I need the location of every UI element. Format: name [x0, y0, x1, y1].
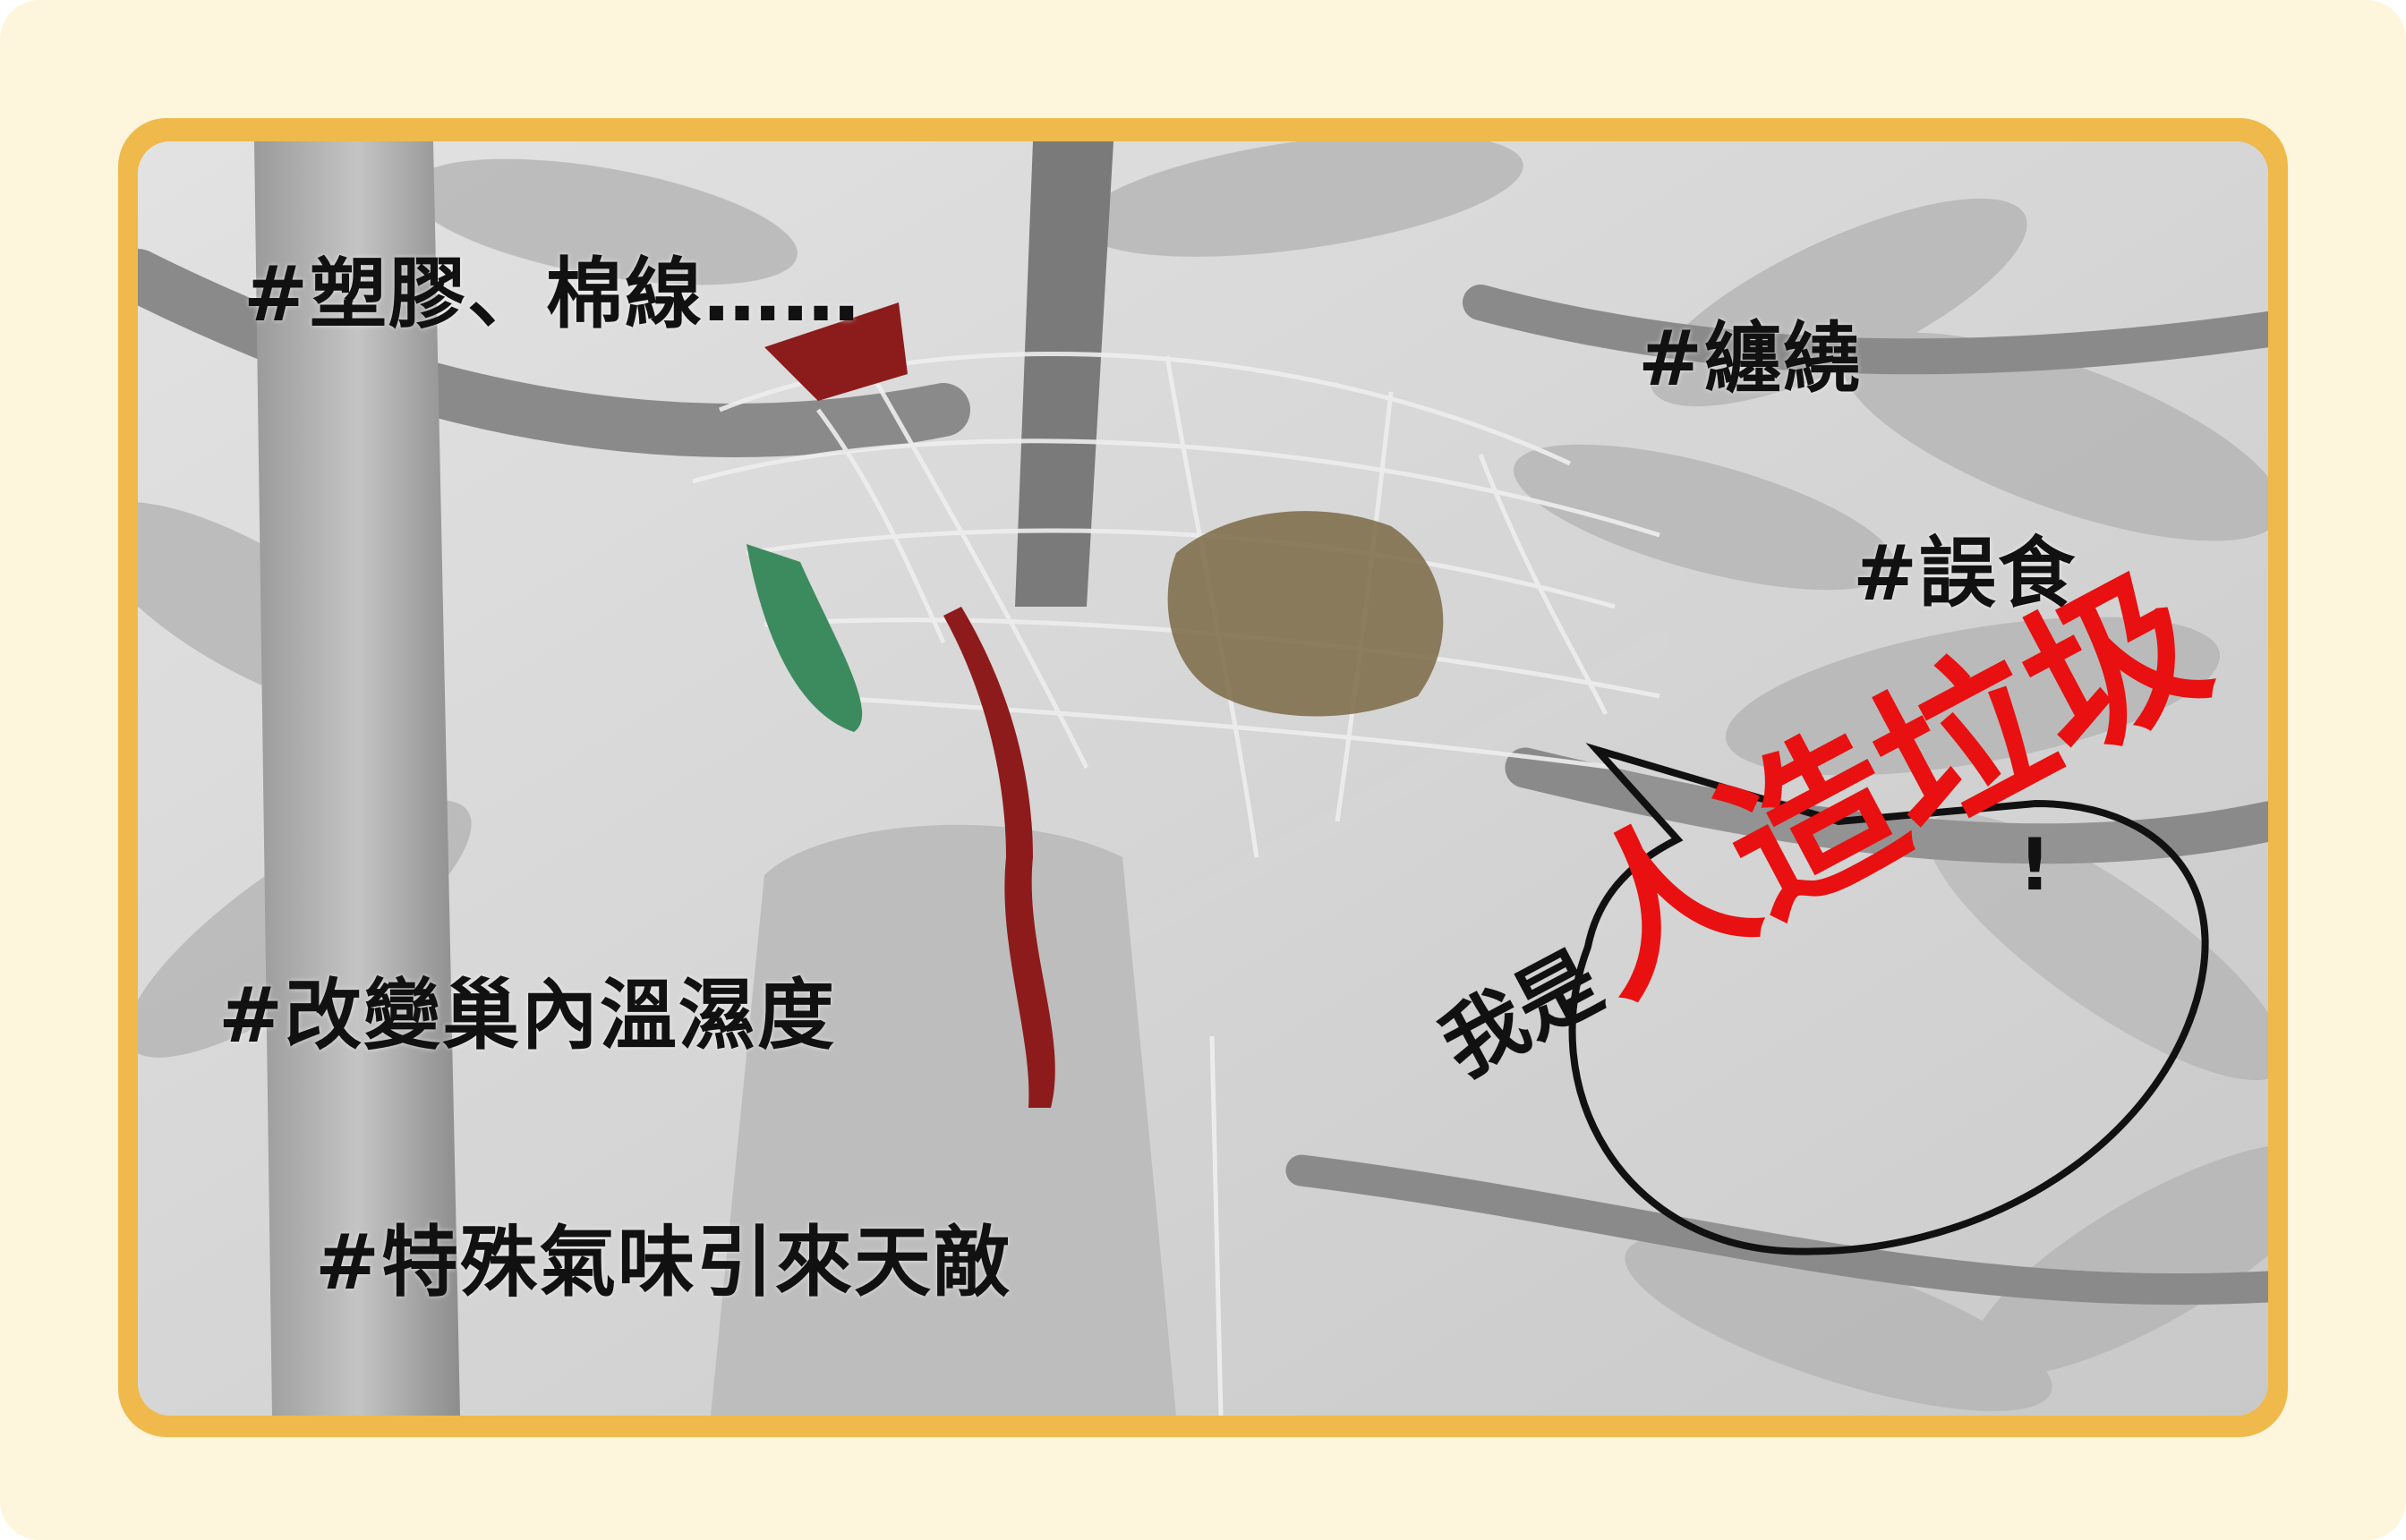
red-yarn: [943, 607, 1055, 1108]
red-scrap: [764, 302, 908, 401]
leaves: [138, 141, 2268, 1411]
nest-fibers: [692, 352, 1660, 1416]
tag-plastic-cotton: #塑膠、棉線……: [243, 250, 862, 339]
tag-microclimate: #改變巢內溫濕度: [218, 971, 837, 1060]
left-trunk: [254, 141, 460, 1416]
bubble-exclamation: !: [2018, 823, 2052, 906]
tag-predator: #特殊氣味引來天敵: [315, 1218, 1012, 1307]
center-trunk: [711, 824, 1176, 1416]
green-string: [747, 544, 863, 732]
plastic-bag: [1167, 511, 1444, 717]
tag-entangle: #纏繞: [1638, 314, 1863, 404]
nest-scene: [138, 141, 2268, 1416]
speech-bubble: [1568, 743, 2209, 1255]
upper-trunk: [1015, 141, 1113, 607]
bird-nest-photo: [138, 141, 2268, 1416]
tag-ingest: #誤食: [1853, 529, 2078, 618]
